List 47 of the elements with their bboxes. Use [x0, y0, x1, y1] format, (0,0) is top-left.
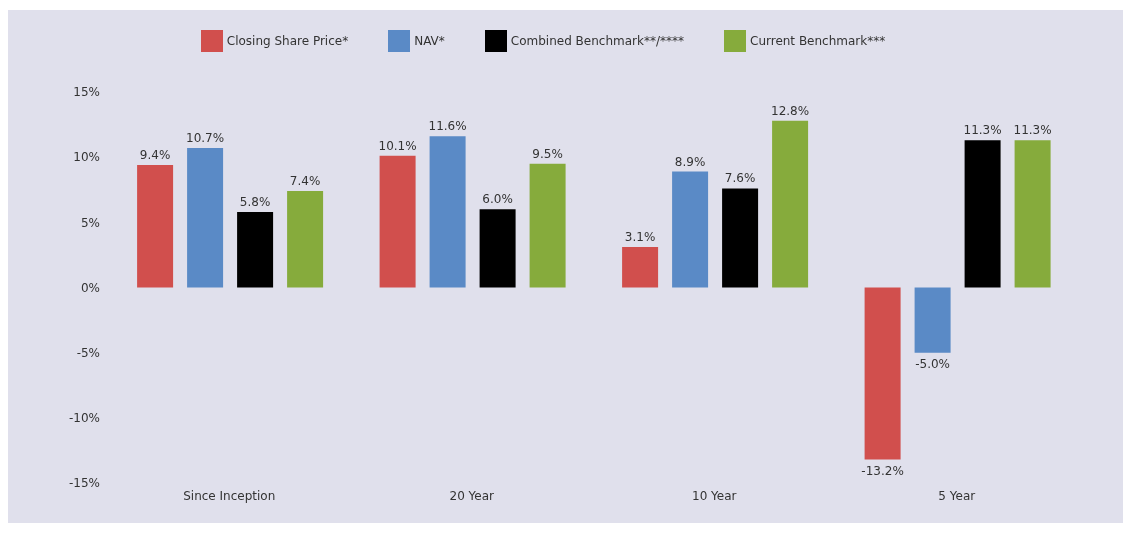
data-label: 6.0% — [482, 192, 513, 207]
bar — [914, 287, 951, 353]
data-label: -5.0% — [915, 356, 951, 371]
x-tick-label: 20 Year — [449, 488, 495, 503]
y-tick-label: 15% — [73, 85, 100, 100]
data-label: 11.6% — [428, 119, 467, 134]
legend-label: NAV* — [414, 33, 445, 48]
bar — [772, 120, 809, 288]
bar — [964, 140, 1001, 288]
data-label: 5.8% — [239, 194, 271, 209]
data-label: 9.4% — [139, 147, 171, 162]
bar — [722, 188, 759, 288]
x-tick-label: 5 Year — [938, 488, 976, 503]
bar — [379, 155, 416, 288]
legend-label: Closing Share Price* — [226, 33, 349, 48]
data-label: 10.7% — [186, 131, 225, 146]
data-label: 11.3% — [1013, 123, 1052, 138]
bar — [287, 191, 324, 288]
data-label: 7.6% — [724, 171, 756, 186]
legend-label: Current Benchmark*** — [750, 33, 886, 48]
bar — [1014, 140, 1051, 288]
data-label: 10.1% — [378, 138, 417, 153]
y-tick-label: -15% — [68, 476, 100, 491]
bar — [479, 209, 516, 288]
legend-label: Combined Benchmark**/**** — [510, 33, 684, 48]
data-label: 7.4% — [289, 174, 321, 189]
data-label: 11.3% — [963, 123, 1002, 138]
bar — [529, 163, 566, 288]
data-label: 12.8% — [771, 103, 810, 118]
bar — [672, 171, 709, 288]
bar — [187, 148, 224, 288]
data-label: -13.2% — [861, 463, 904, 478]
y-tick-label: 10% — [73, 150, 100, 165]
data-label: 3.1% — [624, 230, 656, 245]
data-label: 8.9% — [674, 154, 706, 169]
y-tick-label: -5% — [76, 345, 100, 360]
bar — [237, 211, 274, 288]
y-tick-label: -10% — [68, 411, 100, 426]
y-tick-label: 0% — [80, 280, 100, 295]
bar — [429, 136, 466, 288]
data-label: 9.5% — [532, 146, 563, 161]
bar — [864, 287, 901, 460]
x-tick-label: Since Inception — [183, 488, 276, 503]
y-tick-label: 5% — [80, 215, 100, 230]
bar — [622, 247, 659, 288]
bar — [137, 164, 174, 288]
x-tick-label: 10 Year — [692, 488, 737, 503]
